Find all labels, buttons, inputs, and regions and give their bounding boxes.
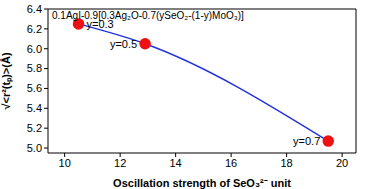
svg-text:6.0: 6.0 (27, 43, 42, 55)
svg-text:10: 10 (59, 157, 71, 169)
svg-text:6.4: 6.4 (27, 3, 42, 15)
svg-text:5.6: 5.6 (27, 82, 42, 94)
svg-text:Oscillation strength of SeO₃²⁻: Oscillation strength of SeO₃²⁻ unit (113, 177, 291, 189)
svg-text:12: 12 (114, 157, 126, 169)
svg-text:16: 16 (225, 157, 237, 169)
svg-text:√<r²(tₚ)>(Å): √<r²(tₚ)>(Å) (8, 52, 13, 109)
svg-text:5.4: 5.4 (27, 102, 42, 114)
svg-text:y=0.5: y=0.5 (110, 38, 137, 50)
svg-text:14: 14 (170, 157, 182, 169)
svg-text:6.2: 6.2 (27, 23, 42, 35)
svg-text:y=0.7: y=0.7 (293, 135, 320, 147)
svg-text:5.8: 5.8 (27, 62, 42, 74)
svg-text:5.2: 5.2 (27, 122, 42, 134)
svg-text:5.0: 5.0 (27, 142, 42, 154)
svg-text:18: 18 (281, 157, 293, 169)
svg-text:20: 20 (336, 157, 348, 169)
